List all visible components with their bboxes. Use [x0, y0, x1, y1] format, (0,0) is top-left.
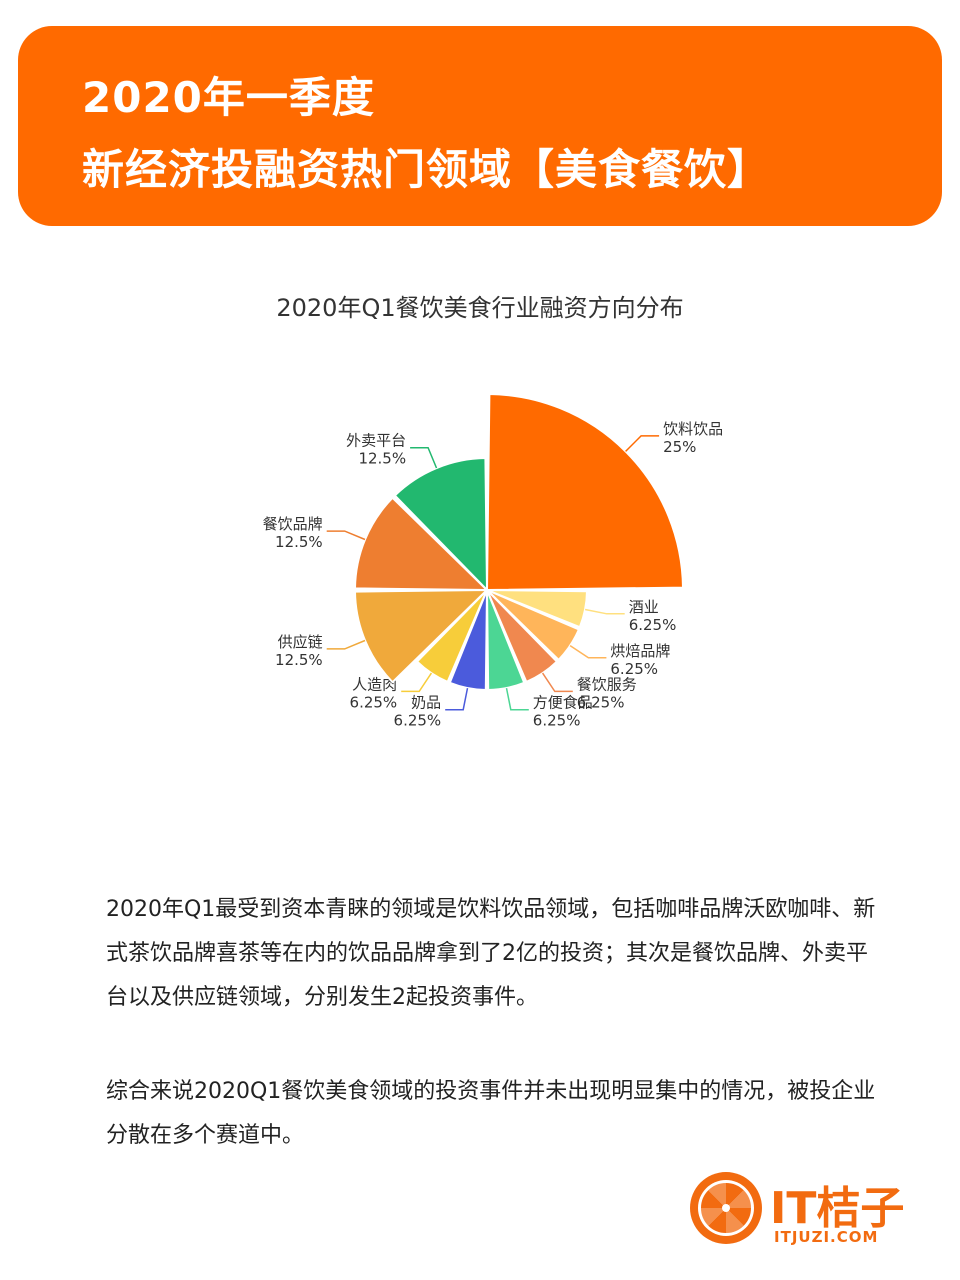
logo-name: IT桔子 — [770, 1183, 905, 1234]
slice-label-6: 奶品 — [411, 694, 441, 712]
paragraph-summary: 2020年Q1最受到资本青睐的领域是饮料饮品领域，包括咖啡品牌沃欧咖啡、新式茶饮… — [106, 897, 876, 1010]
slice-percent-10: 12.5% — [358, 450, 406, 468]
pie-slice-4 — [486, 589, 558, 683]
slice-label-10: 外卖平台 — [346, 432, 406, 450]
slice-percent-6: 6.25% — [394, 712, 442, 730]
slice-percent-8: 12.5% — [275, 651, 323, 669]
slice-percent-4: 6.25% — [577, 693, 625, 711]
slice-percent-1: 25% — [663, 438, 696, 456]
pie-slice-5 — [486, 589, 526, 691]
pie-slice-6 — [448, 589, 488, 691]
orange-slice-icon — [690, 1172, 762, 1244]
leader-line-5 — [505, 687, 529, 711]
slice-label-9: 餐饮品牌 — [263, 515, 323, 533]
leader-line-8 — [326, 639, 366, 650]
slice-label-4: 餐饮服务 — [577, 675, 637, 693]
slice-percent-9: 12.5% — [275, 533, 323, 551]
slice-percent-2: 6.25% — [629, 616, 677, 634]
slice-label-7: 人造肉 — [352, 675, 397, 693]
slice-label-5: 方便食品 — [533, 694, 593, 712]
slice-label-3: 烘焙品牌 — [610, 642, 670, 660]
pie-slice-10 — [393, 457, 488, 591]
pie-slice-9 — [354, 496, 488, 591]
leader-line-10 — [410, 446, 438, 469]
leader-line-6 — [445, 687, 469, 711]
logo-url: ITJUZI.COM — [774, 1228, 879, 1246]
pie-slice-1 — [486, 393, 684, 591]
paragraph-conclusion: 综合来说2020Q1餐饮美食领域的投资事件并未出现明显集中的情况，被投企业分散在… — [106, 1079, 876, 1148]
slice-percent-3: 6.25% — [610, 660, 658, 678]
chart-title: 2020年Q1餐饮美食行业融资方向分布 — [276, 294, 684, 322]
banner-title-line2: 新经济投融资热门领域【美食餐饮】 — [82, 145, 771, 194]
leader-line-2 — [584, 608, 625, 615]
rose-pie-chart: 饮料饮品25%酒业6.25%烘焙品牌6.25%餐饮服务6.25%方便食品6.25… — [263, 393, 723, 730]
slice-percent-7: 6.25% — [350, 693, 398, 711]
pie-slice-3 — [486, 589, 580, 661]
slice-label-8: 供应链 — [278, 633, 323, 651]
itjuzi-logo: IT桔子 ITJUZI.COM — [686, 1168, 926, 1252]
leader-line-7 — [401, 672, 433, 693]
slice-label-2: 酒业 — [629, 598, 659, 616]
banner-title-line1: 2020年一季度 — [82, 73, 375, 122]
leader-line-9 — [326, 530, 366, 541]
pie-slice-8 — [354, 589, 488, 684]
slice-label-1: 饮料饮品 — [663, 420, 723, 438]
leader-line-3 — [569, 644, 607, 659]
leader-line-4 — [541, 672, 573, 693]
leader-line-1 — [625, 435, 660, 452]
header-banner — [18, 26, 942, 226]
pie-slice-7 — [416, 589, 488, 683]
slice-percent-5: 6.25% — [533, 712, 581, 730]
pie-slice-2 — [486, 589, 588, 629]
